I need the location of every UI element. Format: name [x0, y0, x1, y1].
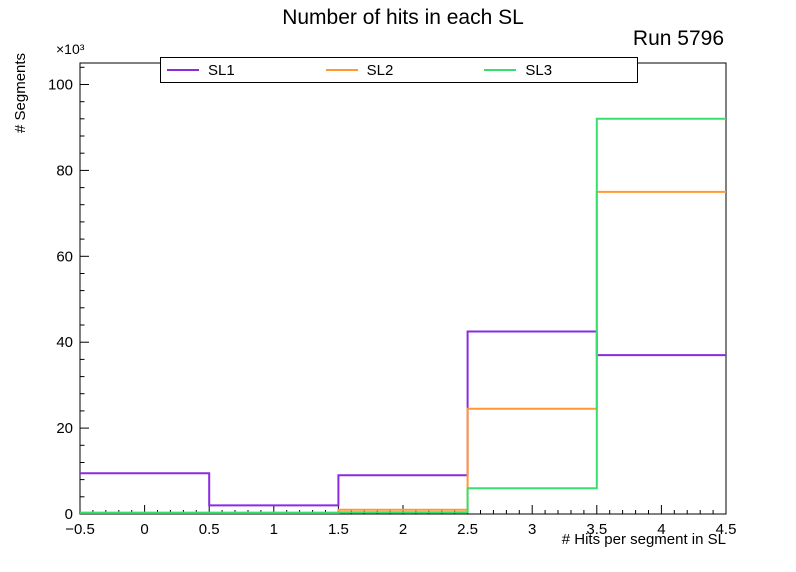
- x-tick-label: 1.5: [328, 521, 349, 538]
- x-tick-labels: −0.5 0 0.5 1 1.5 2 2.5 3 3.5 4 4.5: [65, 521, 736, 538]
- legend-label: SL1: [208, 61, 235, 79]
- run-label: Run 5796: [632, 27, 724, 50]
- series-line-SL3: [80, 117, 726, 514]
- legend-swatch-SL1: [167, 69, 199, 71]
- legend: SL1 SL2 SL3: [160, 57, 638, 83]
- x-tick-label: 2: [399, 521, 407, 538]
- y-axis-title: # Segments: [12, 52, 29, 133]
- y-tick-labels: 0 20 40 60 80 100: [48, 77, 73, 524]
- chart-title: Number of hits in each SL: [282, 6, 524, 29]
- x-tick-label: 4.5: [716, 521, 737, 538]
- y-tick-label: 20: [56, 420, 73, 437]
- x-tick-label: 0: [140, 521, 148, 538]
- x-axis-title: # Hits per segment in SL: [561, 531, 726, 548]
- legend-entry-SL3: SL3: [478, 62, 637, 79]
- legend-swatch-SL2: [325, 69, 358, 71]
- y-tick-label: 100: [48, 77, 73, 94]
- legend-entry-SL1: SL1: [161, 62, 320, 79]
- y-tick-label: 60: [56, 248, 73, 265]
- series-line-SL2: [80, 190, 726, 514]
- x-tick-label: 1: [270, 521, 278, 538]
- y-tick-label: 80: [56, 162, 73, 179]
- legend-label: SL2: [366, 61, 394, 79]
- x-tick-label: −0.5: [65, 521, 95, 538]
- y-axis: [80, 66, 89, 515]
- x-tick-label: 4: [657, 521, 665, 538]
- y-axis-exponent: ×10³: [56, 41, 85, 57]
- x-tick-label: 2.5: [457, 521, 478, 538]
- x-tick-label: 3.5: [586, 521, 607, 538]
- y-tick-label: 40: [56, 334, 73, 351]
- plot-frame: [79, 62, 727, 515]
- x-tick-label: 0.5: [199, 521, 220, 538]
- legend-label: SL3: [525, 61, 553, 79]
- legend-entry-SL2: SL2: [320, 62, 479, 79]
- x-tick-label: 3: [528, 521, 536, 538]
- y-tick-label: 0: [65, 506, 73, 523]
- legend-swatch-SL3: [484, 69, 517, 71]
- series-line-SL1: [80, 330, 726, 507]
